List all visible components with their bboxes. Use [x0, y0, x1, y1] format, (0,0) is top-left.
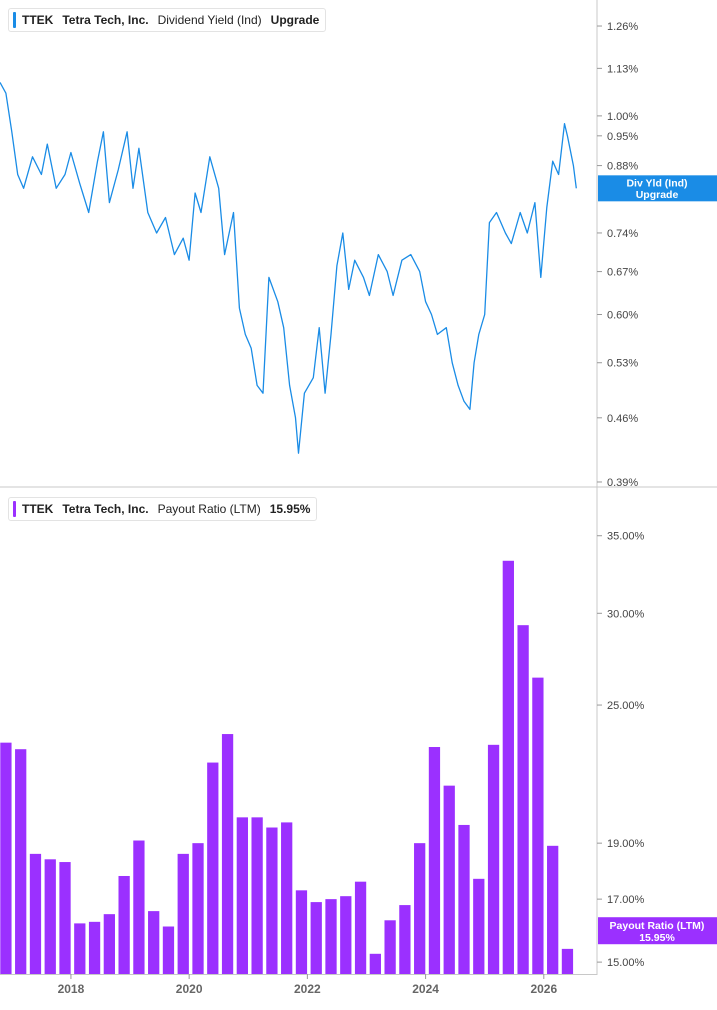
payout-y-tick-label: 17.00%: [607, 894, 645, 906]
payout-bar: [118, 875, 130, 974]
payout-bar: [547, 845, 559, 974]
payout-bar: [74, 923, 86, 974]
payout-bar: [207, 762, 219, 974]
payout-bar: [251, 817, 263, 974]
payout-bar: [236, 817, 248, 974]
yield-tag-label: Div Yld (Ind): [626, 177, 687, 189]
payout-legend-ticker: TTEK: [22, 502, 54, 516]
yield-legend-ticker: TTEK: [22, 13, 54, 27]
yield-legend-company: Tetra Tech, Inc.: [62, 13, 149, 27]
payout-bar: [354, 881, 367, 974]
payout-bar: [177, 853, 189, 974]
yield-y-tick-label: 0.67%: [607, 267, 638, 279]
payout-y-tick-label: 25.00%: [607, 700, 645, 712]
payout-bar: [103, 914, 115, 974]
payout-bar: [487, 744, 500, 974]
yield-legend-swatch: [13, 12, 16, 28]
payout-legend-swatch: [13, 501, 16, 517]
payout-bar: [310, 902, 322, 974]
yield-tag-value: Upgrade: [636, 189, 679, 201]
payout-bar: [414, 843, 426, 974]
x-tick-label: 2020: [176, 982, 203, 996]
payout-bar: [458, 824, 470, 974]
x-tick-label: 2024: [412, 982, 439, 996]
yield-y-tick-label: 0.95%: [607, 131, 638, 143]
payout-bar: [502, 560, 514, 974]
payout-last-value-tag: [598, 917, 717, 945]
payout-bar: [192, 843, 204, 974]
payout-bar: [473, 878, 485, 974]
yield-line: [0, 82, 577, 454]
payout-bar: [281, 822, 293, 974]
x-tick-label: 2026: [530, 982, 557, 996]
yield-y-tick-label: 1.00%: [607, 111, 638, 123]
payout-bar: [561, 948, 574, 974]
payout-bar: [532, 677, 544, 974]
x-tick-label: 2018: [58, 982, 85, 996]
yield-legend: TTEK Tetra Tech, Inc. Dividend Yield (In…: [8, 8, 327, 32]
payout-bar: [15, 749, 27, 974]
payout-bar: [369, 953, 381, 974]
payout-y-tick-label: 35.00%: [607, 531, 645, 543]
payout-legend-metric: Payout Ratio (LTM): [157, 502, 261, 516]
payout-bar: [325, 899, 337, 974]
payout-bar: [340, 896, 352, 974]
payout-bar: [133, 840, 145, 974]
payout-bar: [162, 926, 175, 974]
payout-bar: [443, 785, 455, 974]
payout-bar: [44, 859, 56, 974]
yield-y-tick-label: 0.60%: [607, 309, 638, 321]
payout-tag-value: 15.95%: [639, 932, 675, 944]
yield-last-value-tag: [598, 175, 717, 202]
yield-y-tick-label: 0.53%: [607, 358, 638, 370]
yield-legend-value: Upgrade: [270, 13, 320, 27]
payout-bar: [295, 890, 308, 974]
yield-y-tick-label: 0.46%: [607, 413, 638, 425]
payout-legend-value: 15.95%: [269, 502, 311, 516]
payout-bar: [266, 827, 278, 974]
payout-bar: [59, 862, 71, 974]
yield-y-tick-label: 0.88%: [607, 161, 638, 173]
x-tick-label: 2022: [294, 982, 321, 996]
payout-bar: [384, 920, 396, 974]
yield-y-tick-label: 0.39%: [607, 477, 638, 489]
payout-y-tick-label: 30.00%: [607, 608, 645, 620]
payout-y-tick-label: 15.00%: [607, 957, 645, 969]
payout-legend: TTEK Tetra Tech, Inc. Payout Ratio (LTM)…: [8, 497, 318, 521]
payout-tag-label: Payout Ratio (LTM): [610, 920, 705, 932]
payout-bar: [148, 911, 160, 974]
payout-bar: [399, 905, 411, 974]
yield-legend-metric: Dividend Yield (Ind): [157, 13, 262, 27]
payout-legend-company: Tetra Tech, Inc.: [62, 502, 149, 516]
payout-bar: [0, 742, 12, 974]
yield-y-tick-label: 1.13%: [607, 63, 638, 75]
payout-bar: [221, 734, 234, 974]
payout-bar: [428, 747, 441, 974]
payout-y-tick-label: 19.00%: [607, 838, 645, 850]
yield-y-tick-label: 1.26%: [607, 21, 638, 33]
payout-bar: [29, 853, 42, 974]
yield-y-tick-label: 0.74%: [607, 228, 638, 240]
payout-bar: [88, 921, 101, 974]
payout-bar: [517, 625, 529, 974]
